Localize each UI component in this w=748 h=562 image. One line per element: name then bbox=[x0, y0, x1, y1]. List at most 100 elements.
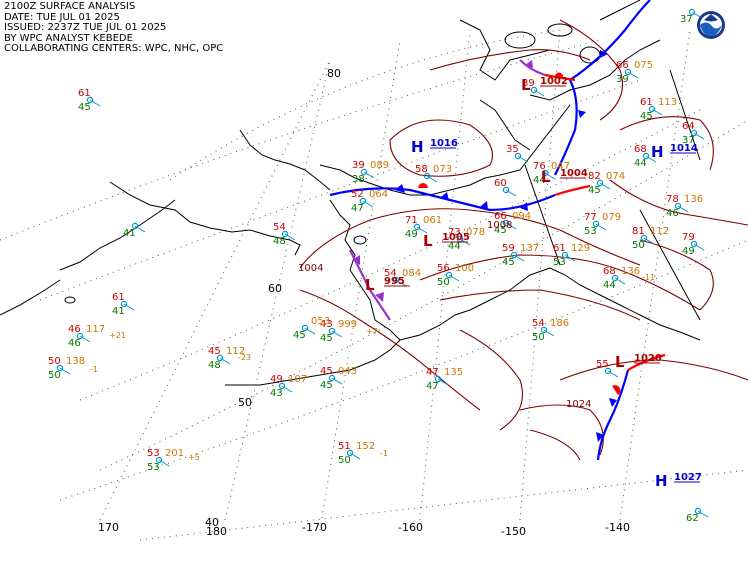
wind-barb-icon bbox=[395, 279, 407, 287]
cold-front-main bbox=[329, 184, 556, 212]
station-circle-icon bbox=[360, 168, 368, 176]
wind-barb-icon bbox=[284, 233, 296, 241]
low-letter: L bbox=[541, 168, 551, 186]
wind-barb-icon bbox=[543, 329, 555, 337]
wind-barb-icon bbox=[362, 200, 374, 208]
station-pressure: 999 bbox=[338, 319, 357, 330]
station-dewpoint: 50 bbox=[632, 240, 645, 251]
station-dewpoint: 48 bbox=[208, 360, 221, 371]
station-circle-icon bbox=[690, 240, 698, 248]
station-temperature: 66 bbox=[494, 211, 507, 222]
station-circle-icon bbox=[648, 105, 656, 113]
station-temperature: 39 bbox=[352, 160, 365, 171]
header-line-centers: COLLABORATING CENTERS: WPC, NHC, OPC bbox=[4, 43, 224, 54]
wind-barb-icon bbox=[513, 254, 525, 262]
station-temperature: 82 bbox=[588, 171, 601, 182]
station-circle-icon bbox=[328, 327, 336, 335]
station-temperature: 45 bbox=[320, 366, 333, 377]
wind-barb-icon bbox=[643, 237, 655, 245]
station-temperature: 71 bbox=[405, 215, 418, 226]
wind-barb-icon bbox=[426, 175, 438, 183]
station-pressure: 079 bbox=[602, 212, 621, 223]
station-pressure: 186 bbox=[550, 318, 569, 329]
low-pressure-center: L 1002 bbox=[521, 76, 568, 94]
station-model: 39 089 38 bbox=[352, 160, 389, 185]
center-pressure-value: 1014 bbox=[670, 143, 698, 154]
station-temperature: 61 bbox=[553, 243, 566, 254]
station-circle-icon bbox=[413, 223, 421, 231]
station-dewpoint: 41 bbox=[123, 228, 136, 239]
wind-barb-icon bbox=[505, 222, 517, 230]
cold-front-north bbox=[554, 0, 651, 176]
station-pressure: 100 bbox=[455, 263, 474, 274]
station-temperature: 68 bbox=[603, 266, 616, 277]
center-pressure-value: 1002 bbox=[540, 76, 568, 87]
station-model: 35 bbox=[506, 144, 529, 163]
pressure-tendency: +5 bbox=[188, 453, 200, 462]
wind-barb-icon bbox=[627, 71, 639, 79]
station-dewpoint: 37 bbox=[680, 14, 693, 25]
station-circle-icon bbox=[541, 169, 549, 177]
high-letter: H bbox=[411, 138, 424, 156]
station-dewpoint: 39 bbox=[616, 74, 629, 85]
station-temperature: 43 bbox=[320, 319, 333, 330]
station-dewpoint: 45 bbox=[494, 225, 507, 236]
station-dewpoint: 47 bbox=[426, 381, 439, 392]
station-model: 82 074 45 bbox=[588, 171, 625, 196]
wind-barb-icon bbox=[693, 243, 705, 251]
wind-barb-icon bbox=[595, 223, 607, 231]
station-temperature: 54 bbox=[532, 318, 545, 329]
low-letter: L bbox=[615, 353, 625, 371]
station-model: 59 137 45 bbox=[502, 243, 539, 268]
isobar-labels: 1004 1008 1024 bbox=[298, 220, 591, 410]
station-dewpoint: 38 bbox=[352, 174, 365, 185]
map-header: 2100Z SURFACE ANALYSIS DATE: TUE JUL 01 … bbox=[4, 1, 224, 55]
station-pressure: 113 bbox=[658, 97, 677, 108]
station-model: 76 047 44 bbox=[533, 161, 570, 186]
wind-barb-icon bbox=[505, 189, 517, 197]
lat-label-60: 60 bbox=[268, 282, 282, 295]
station-temperature: 61 bbox=[640, 97, 653, 108]
high-letter: H bbox=[655, 472, 668, 490]
station-pressure: 061 bbox=[423, 215, 442, 226]
station-dewpoint: 44 bbox=[533, 175, 546, 186]
station-model: 54 084 bbox=[384, 268, 421, 287]
station-temperature: 81 bbox=[632, 226, 645, 237]
station-dewpoint: 46 bbox=[666, 208, 679, 219]
wind-barb-icon bbox=[599, 182, 611, 190]
center-pressure-value: 1027 bbox=[674, 472, 702, 483]
wind-barb-icon bbox=[416, 226, 428, 234]
wind-barb-icon bbox=[448, 274, 460, 282]
pressure-tendency: -11 bbox=[642, 273, 655, 282]
station-model: 51 152 50 bbox=[338, 441, 375, 466]
low-pressure-center: L 1020 bbox=[615, 353, 662, 371]
station-circle-icon bbox=[642, 152, 650, 160]
station-model: 62 bbox=[686, 507, 709, 524]
wind-barb-icon bbox=[363, 171, 375, 179]
isobar-label: 1024 bbox=[566, 399, 591, 410]
station-dewpoint: 45 bbox=[588, 185, 601, 196]
station-circle-icon bbox=[604, 367, 612, 375]
pressure-centers: H 1016 L 1002 L 1004 L 1005 L 995 H 1014 L 1020 H 1027 bbox=[365, 76, 702, 490]
station-temperature: 56 bbox=[437, 263, 450, 274]
low-letter: L bbox=[423, 232, 433, 250]
station-dewpoint: 49 bbox=[682, 246, 695, 257]
station-pressure: 129 bbox=[571, 243, 590, 254]
isobar-label: 1008 bbox=[487, 220, 512, 231]
station-circle-icon bbox=[434, 375, 442, 383]
warm-front-main bbox=[418, 183, 591, 197]
wind-barb-icon bbox=[59, 367, 71, 375]
center-pressure-value: 1004 bbox=[560, 168, 588, 179]
low-letter: L bbox=[365, 276, 375, 294]
station-circle-icon bbox=[561, 251, 569, 259]
station-pressure: 136 bbox=[684, 194, 703, 205]
wind-barb-icon bbox=[304, 327, 316, 335]
station-circle-icon bbox=[502, 186, 510, 194]
station-model: 52 064 47 bbox=[351, 189, 388, 214]
station-dewpoint: 53 bbox=[584, 226, 597, 237]
station-temperature: 52 bbox=[351, 189, 364, 200]
station-circle-icon bbox=[674, 202, 682, 210]
station-pressure: 053 bbox=[311, 316, 330, 327]
